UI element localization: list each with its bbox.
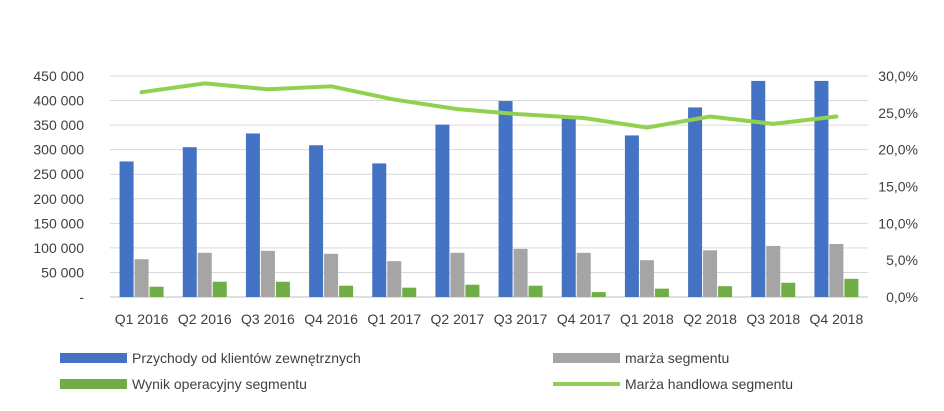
x-tick-label: Q3 2017 — [494, 311, 548, 327]
bar — [639, 260, 654, 297]
y-left-tick-label: 450 000 — [33, 68, 84, 84]
bar — [703, 250, 718, 297]
y-left-tick-label: 100 000 — [33, 240, 84, 256]
x-tick-label: Q3 2016 — [241, 311, 295, 327]
x-axis: Q1 2016 Q2 2016 Q3 2016 Q4 2016 Q1 2017 Q2 20… — [115, 311, 864, 327]
x-tick-label: Q4 2016 — [304, 311, 358, 327]
y-left-tick-label: 300 000 — [33, 142, 84, 158]
y-right-tick-label: 30,0% — [878, 68, 918, 84]
bar — [513, 248, 528, 297]
gridlines — [110, 75, 868, 298]
bar — [498, 101, 513, 298]
x-tick-label: Q1 2018 — [620, 311, 674, 327]
x-tick-label: Q2 2016 — [178, 311, 232, 327]
x-tick-label: Q4 2017 — [557, 311, 611, 327]
bar — [339, 285, 354, 297]
bar — [561, 118, 576, 297]
bar — [654, 288, 669, 297]
y-right-tick-label: 15,0% — [878, 179, 918, 195]
bar — [829, 243, 844, 297]
legend-label: marża segmentu — [625, 350, 729, 366]
bar — [528, 285, 543, 297]
bar — [450, 252, 465, 297]
bar — [844, 278, 859, 297]
bar — [245, 133, 260, 297]
right-axis: 0,0% 5,0% 10,0% 15,0% 20,0% 25,0% 30,0% — [878, 68, 918, 305]
bar — [576, 252, 591, 297]
y-left-tick-label: 150 000 — [33, 215, 84, 231]
legend-label: Przychody od klientów zewnętrznych — [132, 350, 361, 366]
x-tick-label: Q4 2018 — [810, 311, 864, 327]
y-right-tick-label: 0,0% — [886, 289, 918, 305]
legend-swatch — [553, 353, 620, 363]
bar — [688, 107, 703, 297]
series-line — [139, 81, 839, 130]
line-series — [139, 81, 839, 130]
y-right-tick-label: 10,0% — [878, 215, 918, 231]
bar — [134, 259, 149, 297]
legend-label: Marża handlowa segmentu — [625, 376, 793, 392]
bar — [624, 135, 639, 297]
bar — [751, 80, 766, 298]
x-tick-label: Q2 2017 — [431, 311, 485, 327]
y-right-tick-label: 5,0% — [886, 252, 918, 268]
bar — [212, 281, 227, 297]
legend-label: Wynik operacyjny segmentu — [132, 376, 307, 392]
bar — [781, 282, 796, 297]
y-left-tick-label: 400 000 — [33, 93, 84, 109]
bar — [814, 80, 829, 298]
y-left-tick-label: 350 000 — [33, 117, 84, 133]
x-tick-label: Q2 2018 — [683, 311, 737, 327]
y-right-tick-label: 20,0% — [878, 142, 918, 158]
legend-swatch — [60, 379, 127, 389]
bar — [372, 163, 387, 297]
y-left-tick-label: - — [79, 289, 84, 305]
bar — [119, 161, 134, 297]
bar — [465, 284, 480, 297]
x-tick-label: Q3 2018 — [746, 311, 800, 327]
bar — [260, 250, 275, 297]
bar — [387, 261, 402, 297]
y-left-tick-label: 50 000 — [41, 264, 84, 280]
bar — [275, 281, 290, 297]
y-right-tick-label: 25,0% — [878, 105, 918, 121]
bar — [197, 252, 212, 297]
legend-swatch — [60, 353, 127, 363]
bar — [766, 245, 781, 297]
bar-series — [119, 80, 859, 298]
bar — [324, 253, 339, 297]
y-left-tick-label: 250 000 — [33, 166, 84, 182]
bar — [435, 124, 450, 298]
bar — [718, 286, 733, 297]
bar — [149, 286, 164, 297]
left-axis: - 50 000 100 000 150 000 200 000 250 000 300 0… — [33, 68, 84, 305]
bar — [402, 287, 417, 297]
y-left-tick-label: 200 000 — [33, 191, 84, 207]
x-tick-label: Q1 2017 — [367, 311, 421, 327]
legend: Przychody od klientów zewnętrznych marża … — [60, 350, 793, 392]
x-tick-label: Q1 2016 — [115, 311, 169, 327]
bar — [309, 145, 324, 297]
bar — [182, 147, 197, 297]
bar — [591, 292, 606, 297]
